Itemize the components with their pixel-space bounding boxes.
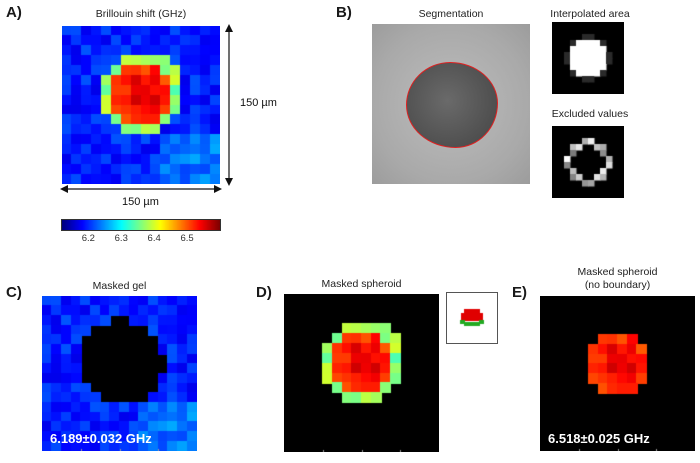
panel-label-c: C) <box>6 284 22 301</box>
segmentation-image <box>372 24 530 184</box>
masked-spheroid-no-boundary-title: Masked spheroid <box>577 266 658 278</box>
spheroid-mask-inset <box>446 292 498 344</box>
excluded-values-title: Excluded values <box>551 108 629 120</box>
spheroid-mask-inset-image <box>447 293 497 343</box>
segmentation-title: Segmentation <box>418 8 484 20</box>
panel-label-b: B) <box>336 4 352 21</box>
panel-label-a: A) <box>6 4 22 21</box>
masked-spheroid-title: Masked spheroid <box>321 278 402 290</box>
masked-spheroid-map <box>284 294 439 452</box>
panel-label-e: E) <box>512 284 527 301</box>
interpolated-area-title: Interpolated area <box>550 8 630 20</box>
panel-label-d: D) <box>256 284 272 301</box>
masked-gel-value: 6.189±0.032 GHz <box>50 431 152 446</box>
brillouin-map-title: Brillouin shift (GHz) <box>95 8 187 20</box>
width-dimension-arrow <box>60 185 222 193</box>
excluded-values-image <box>552 126 624 198</box>
masked-gel-title: Masked gel <box>92 280 147 292</box>
height-dimension-label: 150 µm <box>240 97 277 109</box>
width-dimension-label: 150 µm <box>122 196 159 208</box>
masked-spheroid-no-boundary-subtitle: (no boundary) <box>584 279 651 291</box>
masked-spheroid-no-boundary-map <box>540 296 695 451</box>
masked-spheroid-no-boundary-value: 6.518±0.025 GHz <box>548 431 650 446</box>
colorbar-tick-label: 6.4 <box>147 233 161 244</box>
height-dimension-arrow <box>225 24 233 186</box>
segmentation-outline <box>406 62 498 148</box>
interpolated-area-image <box>552 22 624 94</box>
colorbar-ticks: 6.2 6.3 6.4 6.5 <box>62 233 220 247</box>
colorbar <box>61 219 221 231</box>
brillouin-shift-map <box>62 26 220 184</box>
masked-gel-map <box>42 296 197 451</box>
colorbar-tick-label: 6.5 <box>180 233 194 244</box>
colorbar-tick-label: 6.2 <box>81 233 95 244</box>
colorbar-tick-label: 6.3 <box>114 233 128 244</box>
